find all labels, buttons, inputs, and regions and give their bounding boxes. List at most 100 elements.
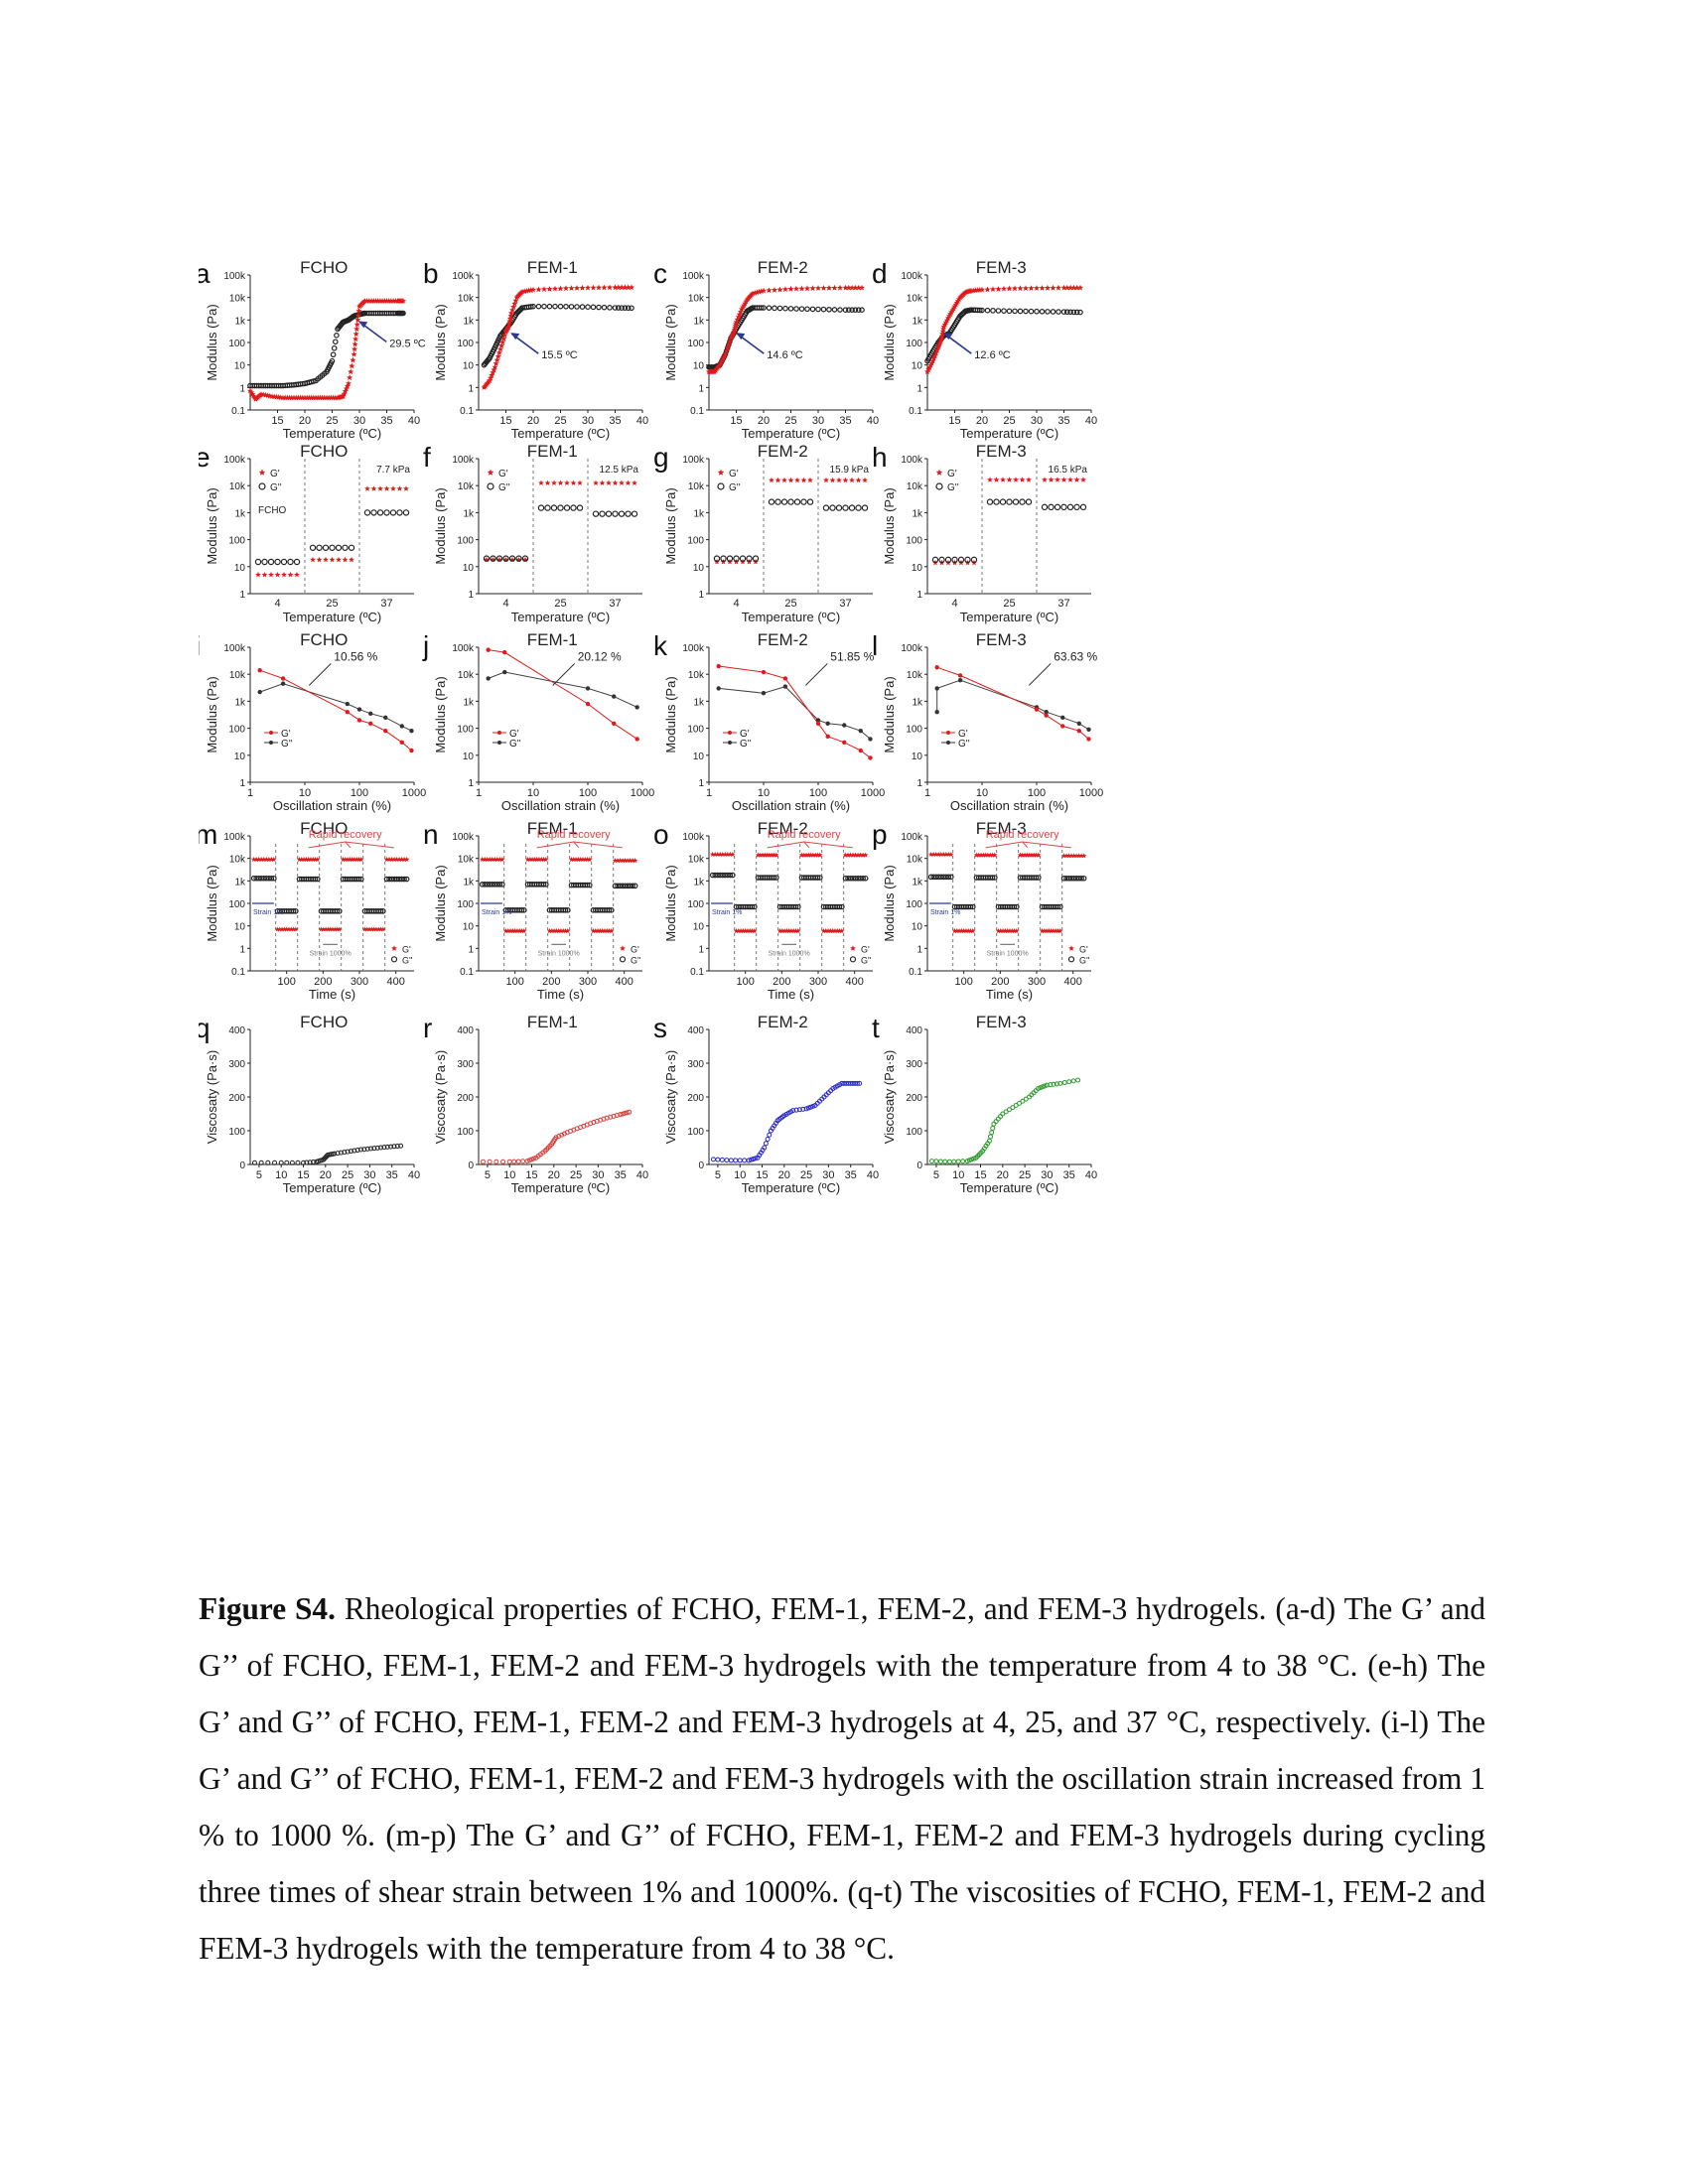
gpp-point: [612, 694, 617, 699]
y-tick-label: 1k: [463, 697, 475, 708]
gpp-point: [612, 883, 619, 889]
viscosity-point: [793, 1107, 799, 1113]
gp-point: [1013, 477, 1019, 482]
gp-point: [1019, 477, 1026, 482]
gp-point: [552, 285, 558, 292]
gp-point: [725, 341, 732, 347]
gpp-point: [842, 875, 849, 882]
viscosity-point: [990, 1125, 996, 1131]
panel-k: k FEM-2 1 10 100 1k 10k 100k 1 10 100 1000 Oscillati…: [653, 630, 885, 813]
gp-point: [590, 927, 597, 933]
gp-point: [574, 285, 580, 291]
gpp-point: [380, 908, 386, 914]
y-tick-label: 10: [234, 922, 246, 933]
gpp-point: [1057, 903, 1063, 910]
strain-high-label: Strain 1000%: [987, 950, 1029, 957]
panel-letter: h: [872, 442, 888, 473]
gp-point: [1014, 927, 1020, 933]
gp-point: [863, 852, 869, 858]
y-tick-label: 10: [463, 922, 475, 933]
panel-letter: c: [653, 258, 667, 289]
gpp-point: [563, 303, 569, 310]
gpp-point: [752, 555, 760, 562]
legend-gpp-label: G'': [1079, 955, 1090, 965]
gpp-point: [601, 304, 608, 311]
y-tick-label: 100: [687, 899, 704, 910]
gp-point: [593, 927, 599, 933]
viscosity-point: [561, 1131, 567, 1137]
gp-point: [1039, 285, 1046, 291]
gpp-point: [759, 305, 765, 311]
x-tick-label: 100: [505, 976, 523, 988]
gp-point: [383, 729, 388, 734]
viscosity-point: [753, 1156, 759, 1161]
gpp-point: [409, 729, 414, 734]
gpp-line: [936, 679, 1089, 731]
gp-point: [590, 284, 597, 291]
gpp-point: [780, 498, 788, 505]
panel-letter: k: [653, 630, 668, 661]
gp-point: [253, 856, 259, 862]
viscosity-point: [724, 1158, 730, 1163]
panel-d: d FEM-3 0.1 1 10 100 1k 10k 100k 15 20 25 30 35 40 Temp…: [872, 258, 1097, 441]
viscosity-point: [998, 1114, 1004, 1120]
y-tick-label: 1k: [463, 508, 475, 519]
panel-letter: b: [423, 258, 439, 289]
legend-gpp-marker: [258, 482, 266, 490]
gp-point: [794, 477, 800, 483]
gp-point: [268, 572, 274, 578]
gpp-point: [499, 882, 505, 887]
gpp-point: [859, 307, 865, 313]
gp-point: [831, 284, 838, 291]
gp-point: [852, 284, 859, 291]
gpp-point: [849, 307, 855, 313]
y-tick-label: 100: [687, 536, 704, 547]
y-tick-label: 100: [687, 725, 704, 736]
y-tick-label: 100k: [682, 832, 705, 843]
y-tick-label: 1: [239, 778, 245, 789]
x-axis-label: Time (s): [768, 987, 814, 1002]
gpp-point: [798, 306, 805, 312]
panel-title: FEM-3: [976, 1013, 1027, 1031]
gp-point: [261, 856, 267, 862]
gpp-point: [254, 558, 262, 566]
gp-point: [634, 737, 639, 742]
viscosity-point: [627, 1109, 633, 1115]
panel-letter: q: [199, 1013, 211, 1043]
gpp-point: [335, 544, 343, 551]
x-tick-label: 15: [974, 1169, 986, 1181]
viscosity-point: [728, 1158, 734, 1163]
gp-point: [747, 927, 753, 933]
x-tick-label: 40: [408, 415, 420, 427]
gpp-point: [483, 555, 491, 562]
viscosity-point: [289, 1160, 295, 1165]
gp-point: [992, 852, 998, 858]
chart-marks: G'G'' 10.56 %: [257, 649, 414, 753]
gpp-point: [607, 305, 613, 311]
y-tick-label: 100k: [901, 643, 923, 654]
y-tick-label: 1: [468, 590, 474, 601]
y-tick-label: 100: [228, 1127, 245, 1138]
gpp-point: [322, 544, 330, 551]
gpp-point: [258, 875, 265, 882]
gpp-point: [543, 882, 549, 887]
gp-point: [546, 286, 553, 292]
gpp-point: [717, 872, 724, 879]
recovery-arrow: [345, 841, 352, 849]
x-tick-label: 25: [1019, 1169, 1031, 1181]
gp-point: [938, 335, 945, 341]
viscosity-point: [715, 1157, 721, 1162]
viscosity-point: [529, 1157, 535, 1162]
viscosity-point: [511, 1159, 517, 1164]
gp-point: [987, 852, 993, 858]
gp-point: [1076, 729, 1081, 734]
caption-label: Figure S4.: [199, 1591, 336, 1626]
x-tick-label: 15: [525, 1169, 537, 1181]
gpp-point: [1086, 727, 1091, 733]
gpp-point: [724, 872, 731, 879]
gp-point: [730, 851, 736, 857]
gp-point: [932, 349, 939, 356]
y-tick-label: 100k: [901, 271, 923, 282]
gp-point: [287, 572, 294, 578]
